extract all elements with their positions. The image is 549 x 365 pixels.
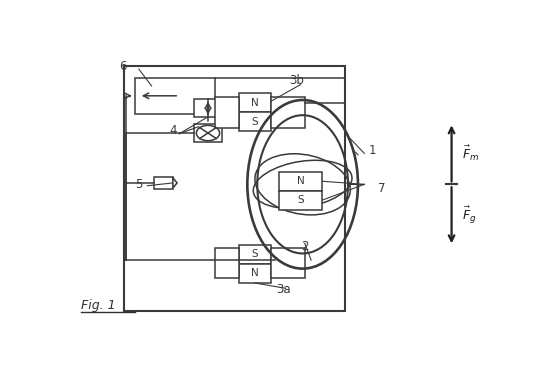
Bar (279, 172, 322, 191)
Text: 4: 4 (169, 124, 177, 138)
Bar (215, 97, 239, 127)
Bar (215, 247, 239, 278)
Text: N: N (251, 268, 259, 278)
Bar (239, 245, 271, 264)
Bar (239, 264, 271, 283)
Text: $\vec{F}_g$: $\vec{F}_g$ (462, 205, 477, 226)
Bar (154, 177, 173, 189)
Bar (194, 124, 222, 142)
Text: Fig. 1: Fig. 1 (81, 299, 116, 312)
Bar (135, 77, 215, 114)
Bar (239, 93, 271, 112)
Text: 7: 7 (378, 182, 385, 195)
Text: 3b: 3b (289, 74, 304, 87)
Bar (279, 191, 322, 210)
Text: S: S (251, 117, 258, 127)
Bar (271, 97, 305, 127)
Bar (124, 66, 345, 311)
Bar (271, 247, 305, 278)
Text: S: S (251, 249, 258, 259)
Text: 1: 1 (369, 144, 377, 157)
Bar (239, 112, 271, 131)
Polygon shape (173, 178, 177, 188)
Text: $\vec{F}_m$: $\vec{F}_m$ (462, 144, 479, 163)
Text: 2: 2 (301, 240, 309, 253)
Bar (194, 99, 222, 117)
Text: N: N (251, 97, 259, 108)
Text: S: S (297, 195, 304, 205)
Text: 6: 6 (119, 60, 126, 73)
Text: 3a: 3a (276, 283, 291, 296)
Text: N: N (296, 176, 304, 186)
Text: 5: 5 (135, 178, 143, 191)
